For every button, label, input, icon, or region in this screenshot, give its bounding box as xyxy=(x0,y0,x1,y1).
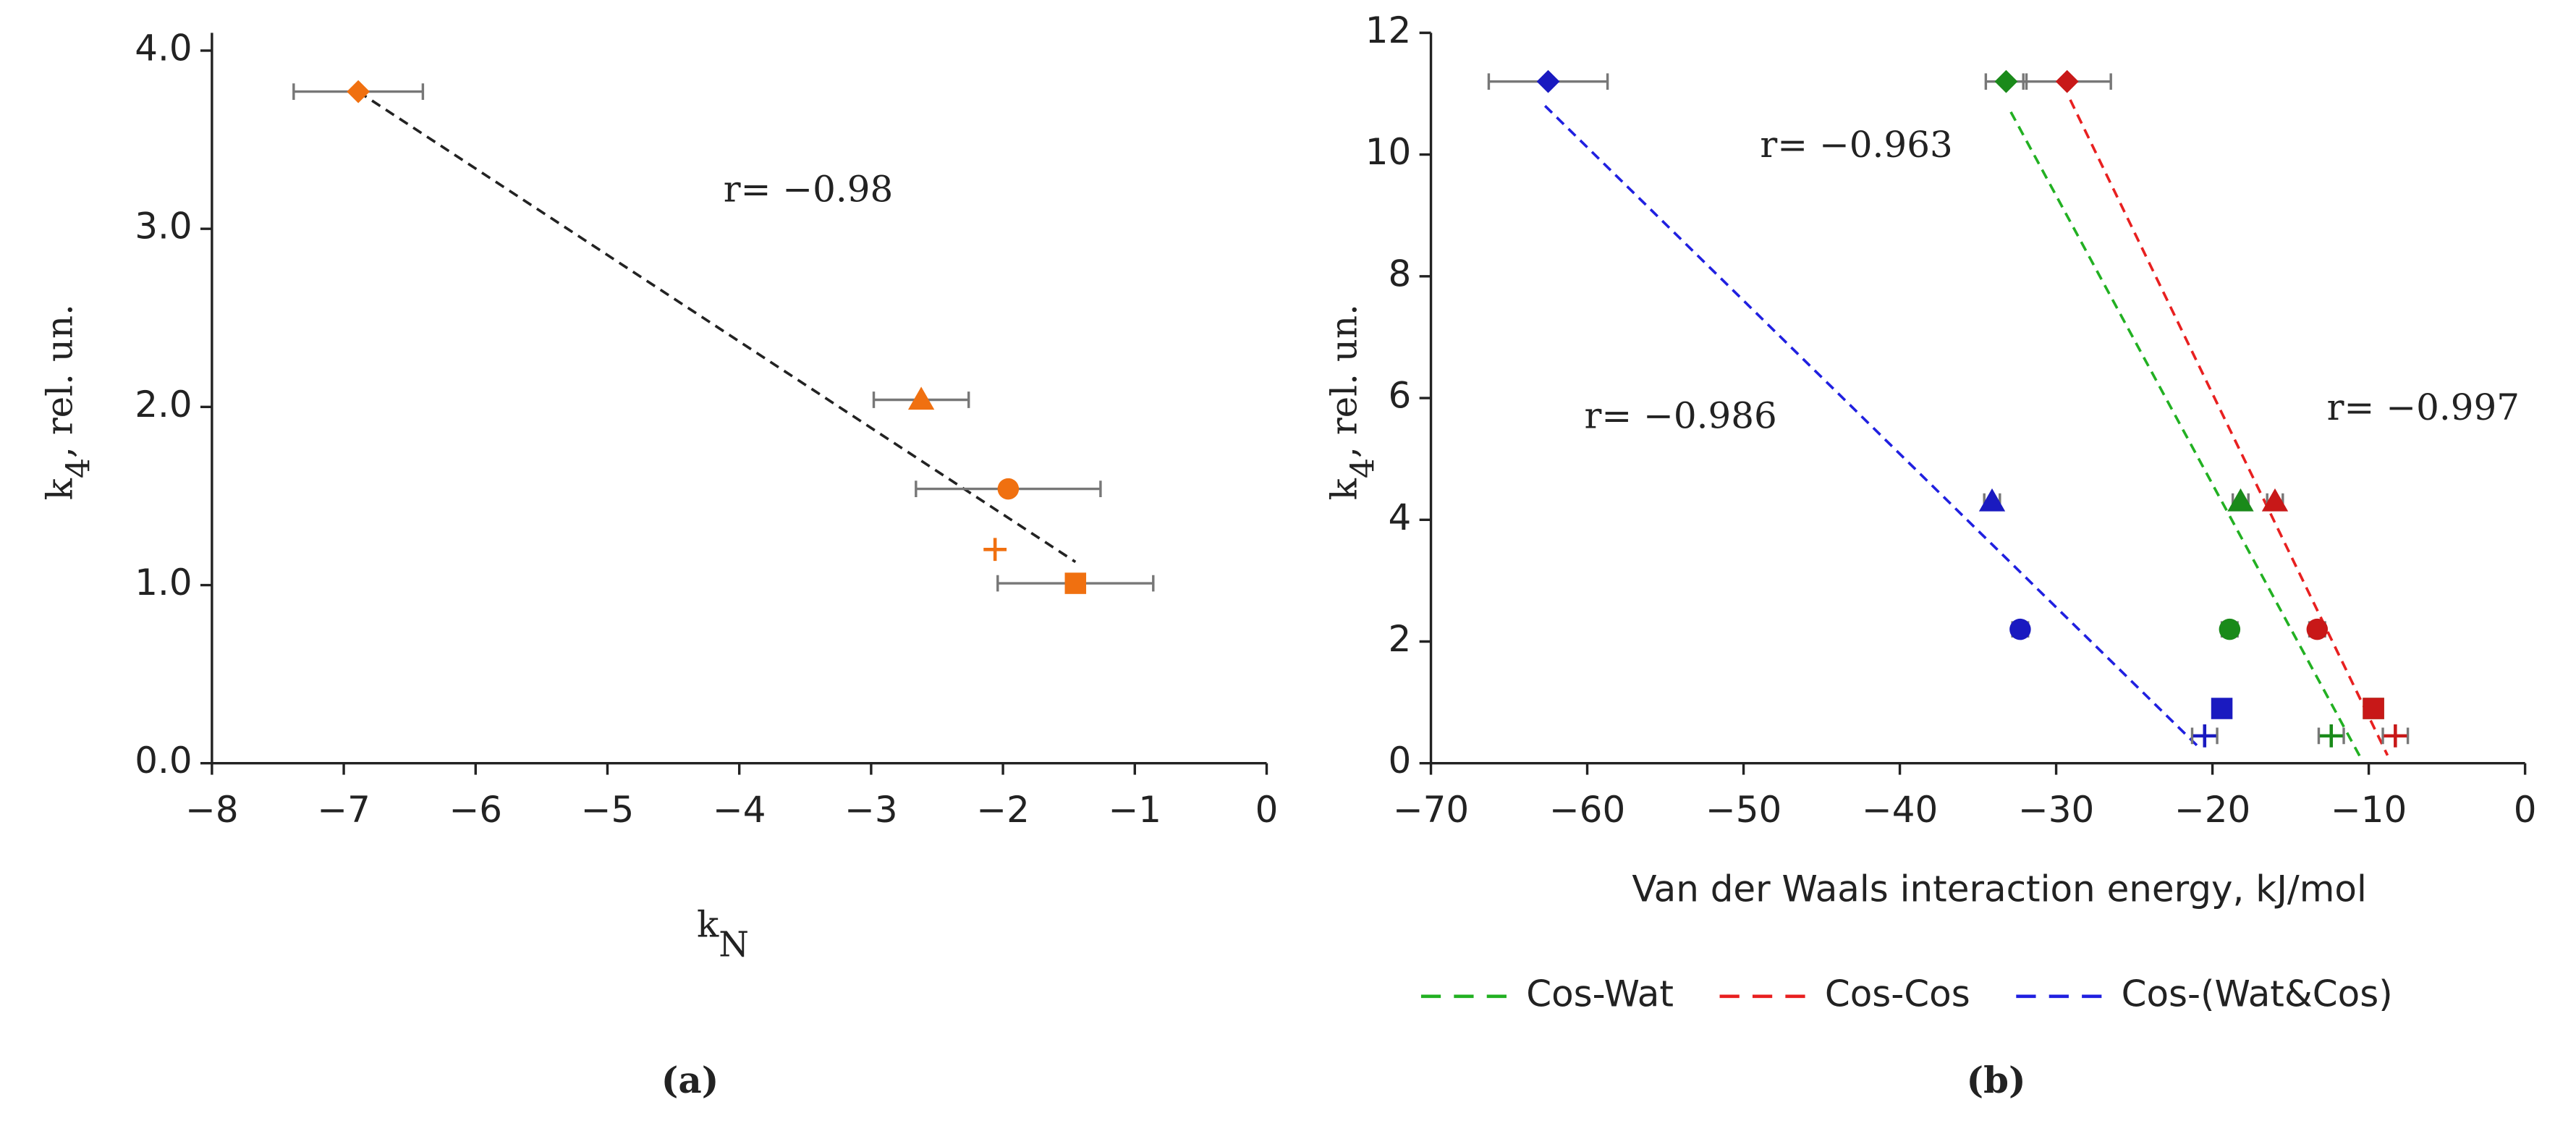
x-tick-label: −40 xyxy=(1862,789,1938,831)
square-marker xyxy=(1064,572,1087,594)
y-tick-label: 3.0 xyxy=(135,206,192,247)
y-axis-label: k4, rel. un. xyxy=(38,304,97,500)
plus-marker xyxy=(2384,724,2407,748)
fit-line xyxy=(2009,111,2363,759)
legend-label: Cos-(Wat&Cos) xyxy=(2122,973,2393,1015)
triangle-marker xyxy=(2227,488,2254,512)
caption: (b) xyxy=(1966,1059,2025,1101)
diamond-marker xyxy=(1994,69,2018,93)
diamond-marker xyxy=(1536,69,1560,93)
y-tick-label: 0.0 xyxy=(135,740,192,782)
x-tick-label: −7 xyxy=(317,789,370,831)
y-tick-label: 2.0 xyxy=(135,384,192,426)
x-tick-label: −30 xyxy=(2018,789,2094,831)
triangle-marker xyxy=(907,386,935,410)
label-part: N xyxy=(719,926,749,965)
diamond-marker xyxy=(347,80,370,103)
x-tick-label: −1 xyxy=(1108,789,1161,831)
label-part: k xyxy=(38,478,80,500)
x-tick-label: −8 xyxy=(185,789,239,831)
y-tick-label: 12 xyxy=(1365,9,1412,51)
circle-marker xyxy=(2306,618,2329,640)
circle-marker xyxy=(997,478,1020,500)
x-tick-label: −5 xyxy=(581,789,635,831)
x-tick-label: −70 xyxy=(1393,789,1469,831)
legend-label: Cos-Cos xyxy=(1825,973,1970,1015)
x-tick-label: −50 xyxy=(1706,789,1781,831)
plus-marker xyxy=(2319,724,2343,748)
annotation: r= −0.98 xyxy=(724,168,894,210)
fit-line xyxy=(1543,105,2200,748)
square-marker xyxy=(2363,698,2384,719)
x-tick-label: −6 xyxy=(449,789,502,831)
x-tick-label: 0 xyxy=(1255,789,1279,831)
x-tick-label: −2 xyxy=(976,789,1030,831)
y-tick-label: 4.0 xyxy=(135,27,192,69)
y-tick-label: 8 xyxy=(1388,253,1411,295)
x-tick-label: 0 xyxy=(2514,789,2537,831)
label-part: , rel. un. xyxy=(38,304,80,458)
annotation: r= −0.963 xyxy=(1760,124,1952,166)
annotation: r= −0.986 xyxy=(1584,394,1776,436)
square-marker xyxy=(2211,698,2233,719)
fit-line xyxy=(2069,99,2389,756)
y-tick-label: 10 xyxy=(1365,131,1412,173)
y-tick-label: 1.0 xyxy=(135,562,192,604)
triangle-marker xyxy=(1978,488,2006,512)
label-part: , rel. un. xyxy=(1323,304,1365,458)
x-tick-label: −10 xyxy=(2331,789,2407,831)
caption: (a) xyxy=(661,1059,719,1101)
x-axis-label: kN xyxy=(697,904,749,965)
annotation: r= −0.997 xyxy=(2327,386,2520,428)
plus-marker xyxy=(983,538,1007,562)
plus-marker xyxy=(2192,724,2216,748)
y-axis-label: k4, rel. un. xyxy=(1323,304,1382,500)
y-tick-label: 0 xyxy=(1388,740,1411,782)
x-tick-label: −60 xyxy=(1549,789,1625,831)
circle-marker xyxy=(2219,618,2241,640)
diamond-marker xyxy=(2055,69,2079,93)
label-part: 4 xyxy=(60,458,97,478)
x-tick-label: −20 xyxy=(2174,789,2250,831)
y-tick-label: 6 xyxy=(1388,375,1411,417)
x-tick-label: −3 xyxy=(844,789,898,831)
circle-marker xyxy=(2009,618,2031,640)
label-part: Van der Waals interaction energy, kJ/mol xyxy=(1632,868,2366,910)
x-axis-label: Van der Waals interaction energy, kJ/mol xyxy=(1632,868,2366,910)
label-part: k xyxy=(697,904,719,946)
x-tick-label: −4 xyxy=(713,789,766,831)
label-part: 4 xyxy=(1345,458,1382,478)
label-part: k xyxy=(1323,478,1365,500)
legend-label: Cos-Wat xyxy=(1526,973,1674,1015)
y-tick-label: 4 xyxy=(1388,496,1411,538)
fit-line xyxy=(357,90,1077,564)
y-tick-label: 2 xyxy=(1388,618,1411,660)
triangle-marker xyxy=(2261,488,2289,512)
